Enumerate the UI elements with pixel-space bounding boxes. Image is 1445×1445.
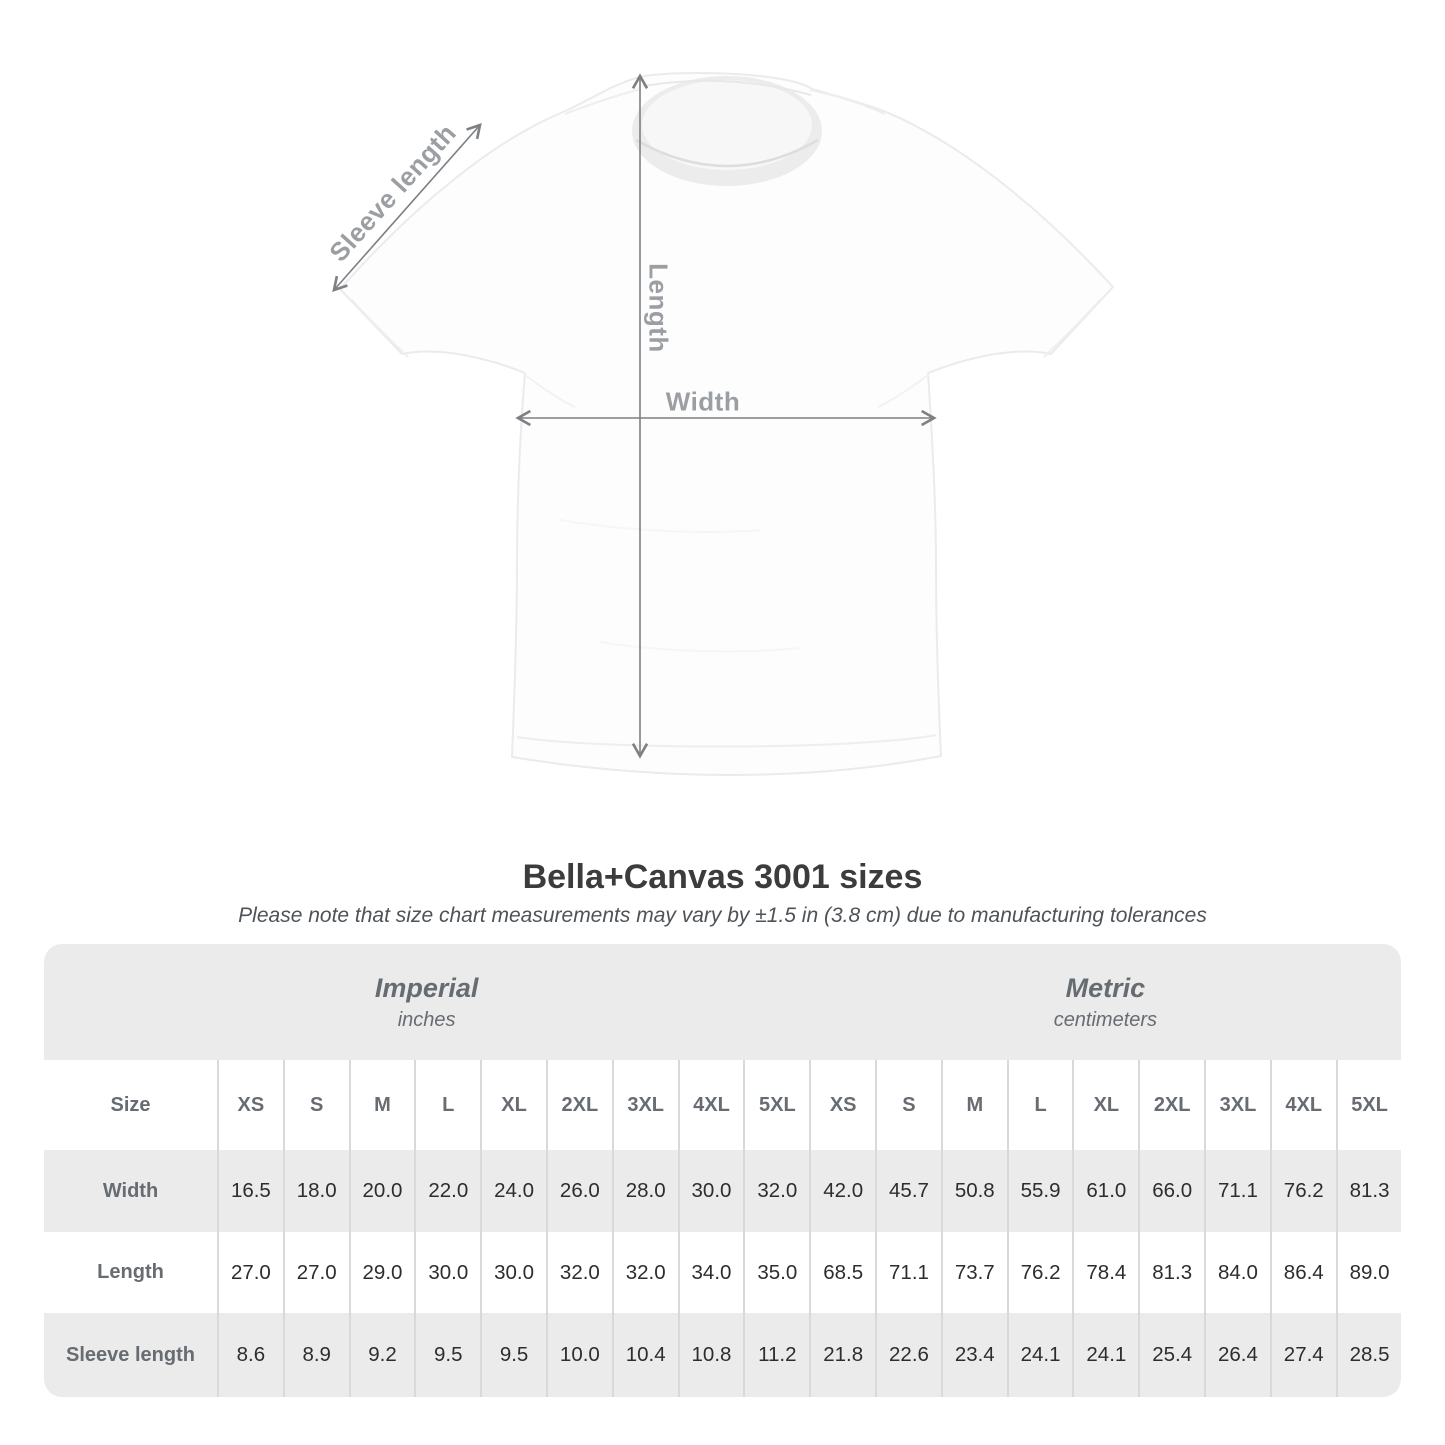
table-cell: 84.0 bbox=[1204, 1232, 1270, 1313]
metric-unit-sublabel: centimeters bbox=[1053, 1008, 1158, 1031]
table-cell: 35.0 bbox=[743, 1232, 810, 1313]
table-cell: 9.2 bbox=[348, 1313, 415, 1397]
size-chart-table: Imperial inches Metric centimeters Size … bbox=[44, 944, 1402, 1397]
table-cell: 42.0 bbox=[809, 1150, 876, 1232]
table-cell: 29.0 bbox=[348, 1232, 415, 1313]
table-cell: 28.0 bbox=[611, 1150, 678, 1232]
imperial-unit-sublabel: inches bbox=[397, 1008, 456, 1031]
length-row: Length 27.0 27.0 29.0 30.0 30.0 32.0 32.… bbox=[44, 1232, 1402, 1313]
table-cell: 10.0 bbox=[545, 1313, 612, 1397]
table-cell: 27.4 bbox=[1269, 1313, 1336, 1397]
metric-unit-label: Metric bbox=[1065, 972, 1146, 1003]
page-title: Bella+Canvas 3001 sizes bbox=[522, 858, 923, 896]
table-cell: 9.5 bbox=[414, 1313, 481, 1397]
size-col-header: M bbox=[348, 1060, 415, 1150]
table-cell: 16.5 bbox=[217, 1150, 283, 1232]
size-header-row: Size XS S M L XL 2XL 3XL 4XL 5XL XS S M … bbox=[44, 1060, 1402, 1150]
sleeve-length-row: Sleeve length 8.6 8.9 9.2 9.5 9.5 10.0 1… bbox=[44, 1313, 1402, 1397]
table-cell: 10.8 bbox=[677, 1313, 744, 1397]
table-cell: 26.0 bbox=[545, 1150, 612, 1232]
table-cell: 76.2 bbox=[1269, 1150, 1336, 1232]
table-cell: 86.4 bbox=[1269, 1232, 1336, 1313]
table-cell: 18.0 bbox=[282, 1150, 349, 1232]
table-cell: 26.4 bbox=[1204, 1313, 1270, 1397]
table-cell: 8.6 bbox=[217, 1313, 283, 1397]
table-cell: 24.0 bbox=[480, 1150, 546, 1232]
table-cell: 24.1 bbox=[1006, 1313, 1073, 1397]
row-label-width: Width bbox=[44, 1150, 217, 1232]
imperial-header-cell: Imperial inches bbox=[44, 944, 810, 1060]
width-row: Width 16.5 18.0 20.0 22.0 24.0 26.0 28.0… bbox=[44, 1150, 1402, 1232]
table-cell: 81.3 bbox=[1335, 1150, 1402, 1232]
table-cell: 55.9 bbox=[1006, 1150, 1073, 1232]
table-cell: 78.4 bbox=[1072, 1232, 1139, 1313]
size-col-header: 5XL bbox=[743, 1060, 810, 1150]
table-cell: 9.5 bbox=[480, 1313, 546, 1397]
size-col-header: L bbox=[1006, 1060, 1073, 1150]
table-cell: 30.0 bbox=[414, 1232, 481, 1313]
table-cell: 50.8 bbox=[940, 1150, 1007, 1232]
table-cell: 8.9 bbox=[282, 1313, 349, 1397]
size-col-header: S bbox=[875, 1060, 941, 1150]
table-cell: 32.0 bbox=[743, 1150, 810, 1232]
size-col-header: XL bbox=[1072, 1060, 1139, 1150]
size-col-header: XS bbox=[217, 1060, 283, 1150]
size-col-header: M bbox=[940, 1060, 1007, 1150]
size-col-header: L bbox=[414, 1060, 481, 1150]
row-label-sleeve-length: Sleeve length bbox=[44, 1313, 217, 1397]
size-col-header: 2XL bbox=[1138, 1060, 1205, 1150]
tshirt-graphic bbox=[0, 71, 1114, 776]
size-corner-label: Size bbox=[44, 1060, 217, 1150]
table-cell: 30.0 bbox=[480, 1232, 546, 1313]
table-cell: 66.0 bbox=[1138, 1150, 1205, 1232]
width-dimension-label: Width bbox=[665, 386, 741, 417]
table-cell: 24.1 bbox=[1072, 1313, 1139, 1397]
tshirt-measurement-diagram: Sleeve length Length Width bbox=[0, 71, 1114, 776]
size-col-header: 3XL bbox=[611, 1060, 678, 1150]
table-cell: 71.1 bbox=[1204, 1150, 1270, 1232]
table-cell: 25.4 bbox=[1138, 1313, 1205, 1397]
table-cell: 22.6 bbox=[875, 1313, 941, 1397]
table-cell: 81.3 bbox=[1138, 1232, 1205, 1313]
table-cell: 10.4 bbox=[611, 1313, 678, 1397]
table-cell: 32.0 bbox=[611, 1232, 678, 1313]
table-cell: 71.1 bbox=[875, 1232, 941, 1313]
table-cell: 23.4 bbox=[940, 1313, 1007, 1397]
table-cell: 27.0 bbox=[282, 1232, 349, 1313]
size-col-header: 4XL bbox=[677, 1060, 744, 1150]
table-cell: 32.0 bbox=[545, 1232, 612, 1313]
sleeve-length-arrow bbox=[334, 125, 480, 290]
size-col-header: XL bbox=[480, 1060, 546, 1150]
table-cell: 21.8 bbox=[809, 1313, 876, 1397]
tolerance-note: Please note that size chart measurements… bbox=[238, 904, 1207, 927]
metric-header-cell: Metric centimeters bbox=[809, 944, 1402, 1060]
table-cell: 73.7 bbox=[940, 1232, 1007, 1313]
size-col-header: 4XL bbox=[1269, 1060, 1336, 1150]
size-col-header: XS bbox=[809, 1060, 876, 1150]
table-cell: 28.5 bbox=[1335, 1313, 1402, 1397]
table-cell: 76.2 bbox=[1006, 1232, 1073, 1313]
table-cell: 11.2 bbox=[743, 1313, 810, 1397]
length-dimension-label: Length bbox=[643, 263, 674, 353]
table-cell: 61.0 bbox=[1072, 1150, 1139, 1232]
table-cell: 34.0 bbox=[677, 1232, 744, 1313]
table-cell: 45.7 bbox=[875, 1150, 941, 1232]
table-cell: 20.0 bbox=[348, 1150, 415, 1232]
size-col-header: 3XL bbox=[1204, 1060, 1270, 1150]
size-col-header: S bbox=[282, 1060, 349, 1150]
table-cell: 27.0 bbox=[217, 1232, 283, 1313]
collar-graphic bbox=[632, 76, 822, 186]
imperial-unit-label: Imperial bbox=[374, 972, 479, 1003]
size-col-header: 5XL bbox=[1335, 1060, 1402, 1150]
table-cell: 22.0 bbox=[414, 1150, 481, 1232]
unit-header-row: Imperial inches Metric centimeters bbox=[44, 944, 1402, 1060]
size-col-header: 2XL bbox=[545, 1060, 612, 1150]
row-label-length: Length bbox=[44, 1232, 217, 1313]
table-cell: 89.0 bbox=[1335, 1232, 1402, 1313]
table-cell: 30.0 bbox=[677, 1150, 744, 1232]
table-cell: 68.5 bbox=[809, 1232, 876, 1313]
